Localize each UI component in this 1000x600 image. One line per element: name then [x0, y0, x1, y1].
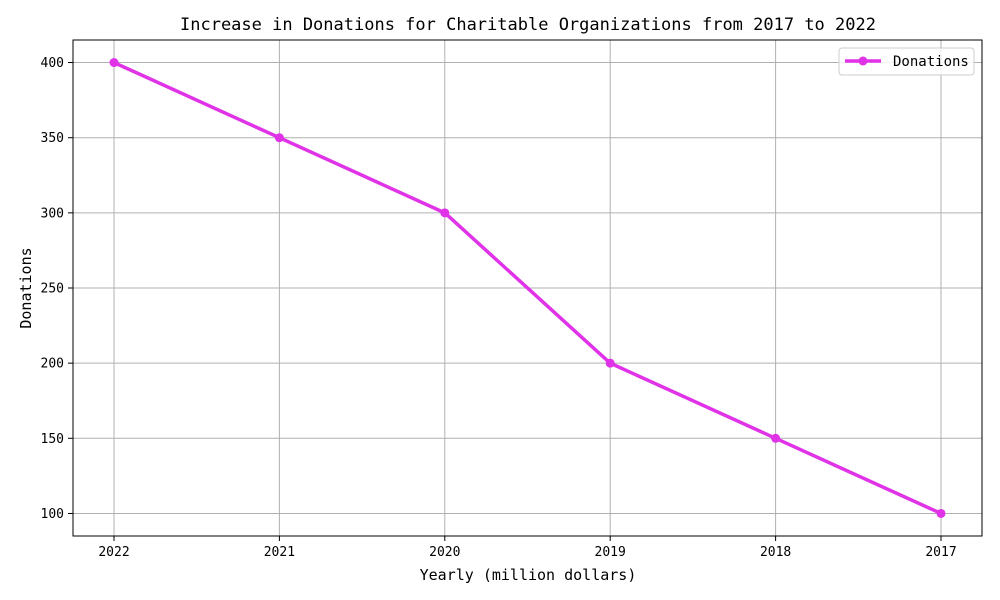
x-tick-label: 2019 — [595, 545, 626, 560]
y-tick-label: 100 — [41, 507, 64, 522]
grid-lines — [73, 40, 982, 536]
y-tick-label: 350 — [41, 131, 64, 146]
x-tick-label: 2018 — [760, 545, 791, 560]
y-tick-label: 400 — [41, 56, 64, 71]
legend-marker-swatch — [858, 56, 868, 66]
series-line-donations — [113, 60, 942, 516]
x-tick-label: 2020 — [429, 545, 460, 560]
x-tick-label: 2022 — [98, 545, 129, 560]
x-axis-label: Yearly (million dollars) — [420, 566, 637, 584]
y-axis-ticks: 100 150 200 250 300 350 400 — [41, 56, 73, 522]
x-tick-label: 2017 — [925, 545, 956, 560]
y-axis-label: Donations — [17, 247, 35, 328]
y-tick-label: 150 — [41, 432, 64, 447]
legend-box — [838, 47, 975, 76]
y-tick-label: 250 — [41, 282, 64, 297]
legend-label-donations: Donations — [893, 54, 969, 70]
y-tick-label: 300 — [41, 206, 64, 221]
data-point — [936, 508, 946, 518]
chart-title: Increase in Donations for Charitable Org… — [180, 15, 876, 35]
x-tick-label: 2021 — [264, 545, 295, 560]
x-axis-ticks: 2022 2021 2020 2019 2018 2017 — [98, 536, 957, 560]
y-tick-label: 200 — [41, 357, 64, 372]
data-point — [605, 358, 615, 368]
data-point — [274, 133, 284, 143]
data-point — [109, 58, 119, 68]
data-point — [771, 433, 781, 443]
legend: Donations — [838, 47, 975, 76]
series-layer — [109, 58, 946, 518]
data-point — [440, 208, 450, 218]
